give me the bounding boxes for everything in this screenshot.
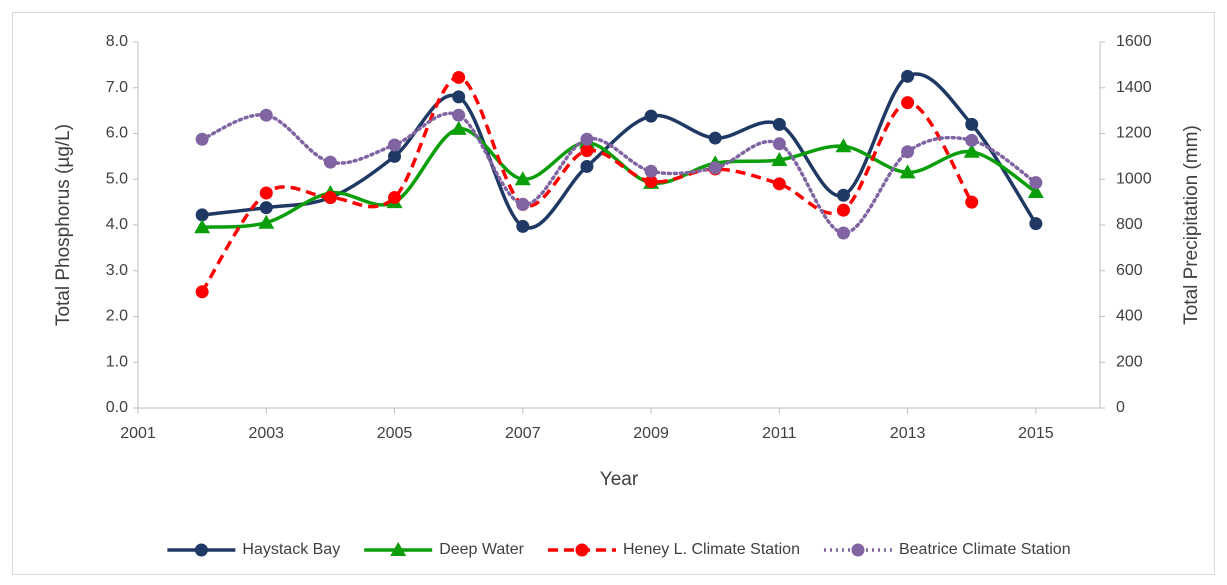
y2-tick-label: 1000 — [1116, 170, 1152, 187]
data-point — [644, 109, 658, 123]
y2-tick-label: 400 — [1116, 308, 1143, 325]
data-point — [258, 214, 275, 229]
data-point — [899, 164, 916, 179]
y2-tick-label: 200 — [1116, 353, 1143, 370]
y2-tick-label: 1600 — [1116, 33, 1152, 50]
x-tick-label: 2005 — [377, 425, 413, 442]
data-point — [901, 145, 915, 159]
y2-tick-label: 1400 — [1116, 79, 1152, 96]
data-point — [195, 132, 209, 146]
legend-marker — [575, 543, 589, 557]
y-tick-label: 6.0 — [106, 125, 128, 142]
y2-tick-label: 800 — [1116, 216, 1143, 233]
x-tick-label: 2003 — [248, 425, 284, 442]
data-point — [580, 132, 594, 146]
data-point — [644, 175, 658, 189]
data-point — [901, 96, 915, 110]
chart-border — [12, 12, 1215, 575]
legend-item: Haystack Bay — [167, 541, 340, 558]
data-point — [388, 149, 402, 163]
data-point — [836, 203, 850, 217]
data-point — [452, 90, 466, 104]
y2-axis-title: Total Precipitation (mm) — [1181, 125, 1202, 325]
data-point — [835, 138, 852, 153]
legend-item: Heney L. Climate Station — [547, 541, 800, 558]
x-tick-label: 2015 — [1018, 425, 1054, 442]
y-tick-label: 5.0 — [106, 170, 128, 187]
legend-marker — [194, 543, 208, 557]
data-point — [388, 191, 402, 205]
data-point — [836, 226, 850, 240]
x-tick-label: 2011 — [762, 425, 797, 442]
legend-item: Beatrice Climate Station — [823, 541, 1071, 558]
y-tick-label: 2.0 — [106, 308, 128, 325]
series-line — [200, 75, 974, 293]
y-tick-label: 8.0 — [106, 33, 128, 50]
data-point — [195, 285, 209, 299]
data-point — [580, 144, 594, 158]
x-tick-label: 2007 — [505, 425, 541, 442]
legend-label: Heney L. Climate Station — [623, 541, 800, 558]
legend-marker — [851, 543, 865, 557]
data-point — [708, 131, 722, 145]
data-point — [1029, 217, 1043, 231]
y2-tick-label: 600 — [1116, 262, 1143, 279]
legend-label: Haystack Bay — [242, 541, 340, 558]
data-point — [965, 195, 979, 209]
data-point — [708, 161, 722, 175]
x-axis-title: Year — [600, 469, 639, 490]
y-tick-label: 4.0 — [106, 216, 128, 233]
legend: Haystack Bay Deep Water Heney L. Climate S… — [167, 541, 1071, 558]
data-point — [388, 138, 402, 152]
data-point — [450, 120, 467, 135]
series-line — [202, 127, 1037, 230]
series-line — [200, 111, 1038, 235]
data-point — [901, 69, 915, 83]
data-point — [452, 108, 466, 122]
data-point — [516, 219, 530, 233]
data-point — [963, 143, 980, 158]
data-point — [323, 191, 337, 205]
data-point — [965, 117, 979, 131]
y-axis-title: Total Phosphorus (µg/L) — [53, 124, 74, 326]
data-point — [259, 201, 273, 215]
data-point — [259, 186, 273, 200]
data-point — [772, 177, 786, 191]
data-point — [772, 117, 786, 131]
data-point — [1029, 176, 1043, 190]
data-point — [965, 133, 979, 147]
data-point — [259, 108, 273, 122]
legend-label: Beatrice Climate Station — [899, 541, 1071, 558]
legend-marker — [390, 542, 407, 556]
data-point — [580, 159, 594, 173]
data-point — [194, 219, 211, 234]
data-point — [323, 155, 337, 169]
y-tick-label: 7.0 — [106, 79, 128, 96]
y-tick-label: 3.0 — [106, 262, 128, 279]
data-point — [644, 164, 658, 178]
data-point — [836, 188, 850, 202]
y2-tick-label: 1200 — [1116, 125, 1152, 142]
x-tick-label: 2009 — [633, 425, 669, 442]
data-point — [772, 137, 786, 151]
data-point — [771, 152, 788, 167]
y-tick-label: 0.0 — [106, 399, 128, 416]
legend-label: Deep Water — [439, 541, 524, 558]
y-tick-label: 1.0 — [106, 353, 128, 370]
x-tick-label: 2013 — [890, 425, 926, 442]
legend-item: Deep Water — [364, 541, 525, 558]
data-point — [452, 70, 466, 84]
x-tick-label: 2001 — [120, 425, 156, 442]
data-point — [514, 171, 531, 186]
data-point — [195, 208, 209, 222]
data-point — [516, 197, 530, 211]
data-point — [1027, 184, 1044, 199]
y2-tick-label: 0 — [1116, 399, 1125, 416]
